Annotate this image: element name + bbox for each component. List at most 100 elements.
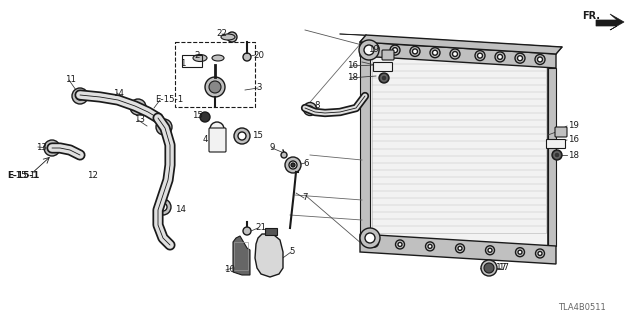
Circle shape — [481, 260, 497, 276]
Circle shape — [518, 250, 522, 254]
Text: 18: 18 — [568, 150, 579, 159]
Text: 13: 13 — [36, 142, 47, 151]
Text: 22: 22 — [216, 28, 227, 37]
Circle shape — [205, 77, 225, 97]
Circle shape — [426, 242, 435, 251]
Polygon shape — [596, 14, 624, 30]
FancyBboxPatch shape — [374, 62, 392, 71]
Text: 20: 20 — [253, 51, 264, 60]
Bar — [182, 55, 202, 67]
Circle shape — [155, 199, 171, 215]
Text: 16: 16 — [568, 135, 579, 145]
Circle shape — [289, 161, 297, 169]
Polygon shape — [360, 42, 556, 68]
Circle shape — [156, 119, 172, 135]
Circle shape — [200, 112, 210, 122]
Polygon shape — [360, 56, 370, 234]
Bar — [175, 42, 255, 107]
Circle shape — [535, 54, 545, 65]
Bar — [372, 57, 546, 233]
Text: 8: 8 — [314, 100, 319, 109]
Text: 16: 16 — [347, 61, 358, 70]
Polygon shape — [233, 236, 250, 275]
Circle shape — [486, 246, 495, 255]
Circle shape — [450, 49, 460, 59]
Ellipse shape — [193, 54, 207, 61]
FancyBboxPatch shape — [382, 50, 394, 60]
Text: FR.: FR. — [582, 11, 600, 21]
Text: 5: 5 — [289, 247, 294, 257]
Text: 11: 11 — [65, 76, 76, 84]
Text: 10: 10 — [224, 266, 235, 275]
Text: 2: 2 — [194, 51, 200, 60]
Text: 17: 17 — [498, 263, 509, 273]
Circle shape — [227, 32, 237, 42]
Circle shape — [365, 233, 375, 243]
Circle shape — [392, 48, 397, 52]
Circle shape — [413, 49, 417, 54]
Circle shape — [430, 48, 440, 58]
Bar — [234, 242, 248, 270]
Circle shape — [359, 40, 379, 60]
Circle shape — [371, 46, 376, 51]
Circle shape — [243, 227, 251, 235]
Text: 18: 18 — [347, 74, 358, 83]
Circle shape — [209, 81, 221, 93]
Text: 17: 17 — [496, 263, 508, 273]
Circle shape — [291, 163, 295, 167]
Circle shape — [369, 238, 378, 247]
Text: 12: 12 — [87, 171, 98, 180]
Text: 7: 7 — [302, 194, 307, 203]
Circle shape — [285, 157, 301, 173]
Circle shape — [379, 73, 389, 83]
Circle shape — [515, 248, 525, 257]
Text: 21: 21 — [255, 223, 266, 233]
Ellipse shape — [221, 34, 235, 40]
Circle shape — [484, 263, 494, 273]
Circle shape — [428, 244, 432, 248]
Circle shape — [536, 249, 545, 258]
Circle shape — [364, 45, 374, 55]
Circle shape — [360, 228, 380, 248]
Text: TLA4B0511: TLA4B0511 — [558, 303, 605, 313]
Circle shape — [134, 103, 142, 111]
Circle shape — [48, 144, 56, 152]
Circle shape — [369, 44, 379, 54]
Circle shape — [160, 123, 168, 131]
Circle shape — [72, 88, 88, 104]
Circle shape — [238, 132, 246, 140]
Text: 13: 13 — [134, 116, 145, 124]
Text: E-15-1: E-15-1 — [7, 171, 35, 180]
Text: 1: 1 — [180, 59, 186, 68]
Text: 15: 15 — [252, 131, 263, 140]
Text: 4: 4 — [203, 135, 209, 145]
Circle shape — [554, 152, 560, 158]
Circle shape — [396, 240, 404, 249]
Text: 15: 15 — [192, 110, 203, 119]
Text: 6: 6 — [303, 158, 308, 167]
Circle shape — [497, 54, 502, 60]
Circle shape — [552, 150, 562, 160]
Text: 14: 14 — [113, 89, 124, 98]
Circle shape — [372, 241, 376, 245]
Circle shape — [76, 92, 84, 100]
Circle shape — [433, 50, 438, 55]
Circle shape — [303, 102, 317, 116]
Circle shape — [381, 75, 387, 81]
Circle shape — [538, 252, 542, 255]
Polygon shape — [360, 234, 556, 264]
Circle shape — [307, 106, 313, 112]
Circle shape — [44, 140, 60, 156]
Circle shape — [243, 53, 251, 61]
Circle shape — [159, 203, 167, 211]
FancyBboxPatch shape — [209, 128, 226, 152]
Circle shape — [477, 53, 483, 58]
Circle shape — [515, 53, 525, 63]
Polygon shape — [362, 42, 548, 256]
Circle shape — [456, 244, 465, 253]
Circle shape — [281, 152, 287, 158]
Polygon shape — [255, 234, 283, 277]
Text: 9: 9 — [270, 143, 275, 153]
Circle shape — [130, 99, 146, 115]
Circle shape — [458, 246, 462, 250]
